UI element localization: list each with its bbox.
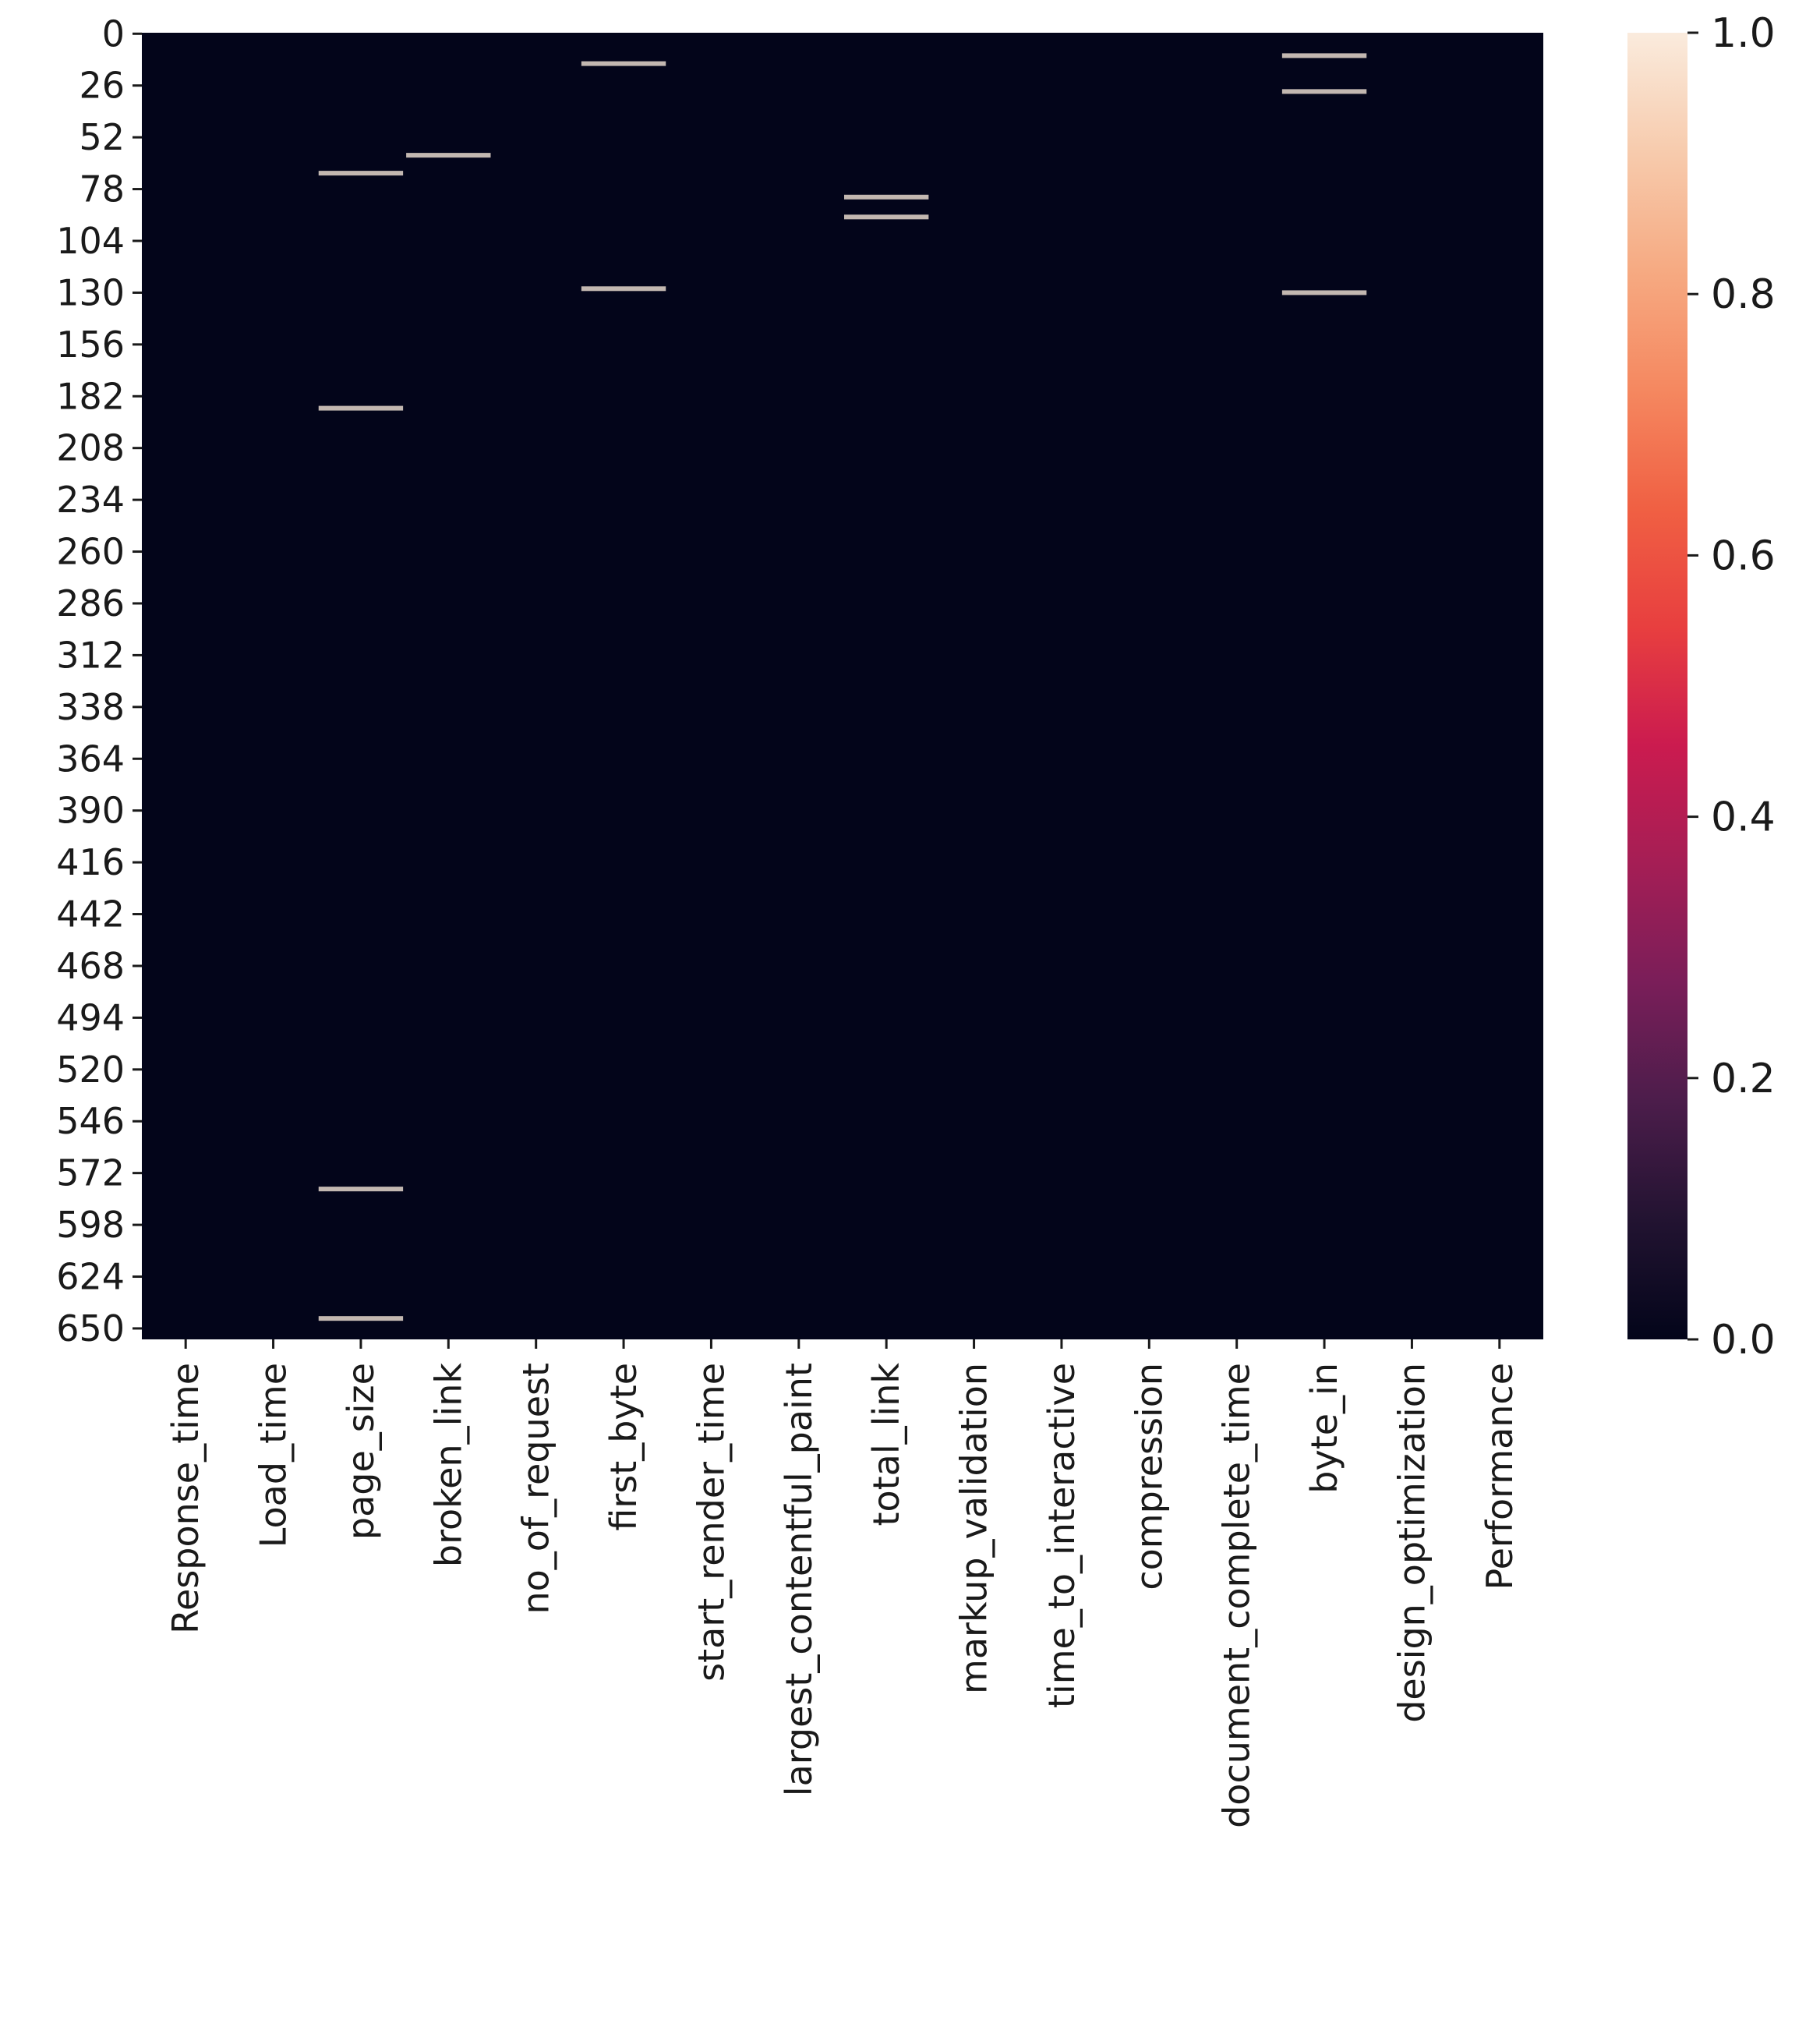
x-tick-label: start_render_time: [690, 1363, 732, 1682]
y-tick-label: 234: [56, 479, 125, 521]
y-tick-label: 468: [56, 945, 125, 987]
y-tick-label: 598: [56, 1204, 125, 1246]
y-tick-label: 312: [56, 634, 125, 676]
y-tick-label: 78: [79, 168, 125, 210]
y-tick-label: 390: [56, 790, 125, 832]
colorbar-tick-label: 0.4: [1711, 794, 1776, 841]
colorbar-tick-label: 0.0: [1711, 1317, 1776, 1364]
y-tick-label: 26: [79, 65, 125, 107]
y-tick-label: 286: [56, 582, 125, 624]
y-tick-label: 364: [56, 738, 125, 780]
missing-cell: [318, 1187, 404, 1192]
y-tick-label: 260: [56, 531, 125, 573]
y-tick-label: 156: [56, 324, 125, 366]
x-tick-label: Load_time: [253, 1363, 295, 1548]
x-tick-label: first_byte: [603, 1363, 645, 1531]
colorbar-tick-label: 0.2: [1711, 1056, 1776, 1102]
x-tick-label: compression: [1128, 1363, 1170, 1590]
y-tick-label: 572: [56, 1152, 125, 1194]
y-tick-label: 546: [56, 1100, 125, 1142]
x-tick-label: design_optimization: [1391, 1363, 1433, 1723]
x-tick-label: broken_link: [427, 1363, 469, 1567]
x-tick-label: byte_in: [1303, 1363, 1345, 1494]
colorbar-tick-label: 0.6: [1711, 532, 1776, 579]
heatmap-area: [142, 33, 1543, 1339]
colorbar: 0.0 0.2 0.4 0.6 0.8 1.0: [1627, 10, 1776, 1364]
missing-cell: [1281, 89, 1367, 94]
y-tick-label: 650: [56, 1307, 125, 1350]
missing-cell: [318, 171, 404, 176]
colorbar-tick-label: 1.0: [1711, 10, 1776, 57]
x-tick-label: time_to_interactive: [1041, 1363, 1083, 1708]
missing-cell: [318, 405, 404, 411]
missing-cell: [1281, 290, 1367, 295]
y-tick-label: 104: [56, 220, 125, 262]
y-tick-label: 624: [56, 1256, 125, 1298]
x-tick-label: document_complete_time: [1216, 1363, 1258, 1828]
y-tick-label: 208: [56, 427, 125, 469]
missing-cell: [406, 153, 491, 158]
y-tick-label: 130: [56, 271, 125, 313]
x-tick-label: largest_contentful_paint: [778, 1363, 820, 1796]
y-tick-label: 52: [79, 116, 125, 158]
colorbar-gradient: [1627, 33, 1687, 1339]
missing-cell: [581, 61, 666, 66]
y-tick-label: 0: [102, 12, 125, 55]
y-tick-label: 520: [56, 1049, 125, 1091]
missing-cells: [318, 53, 1367, 1321]
x-tick-label: page_size: [340, 1363, 382, 1540]
missing-cell: [844, 194, 929, 200]
x-tick-label: Performance: [1479, 1363, 1521, 1590]
y-tick-label: 416: [56, 841, 125, 883]
y-tick-label: 442: [56, 893, 125, 936]
y-axis: 0 26 52 78 104 130 156 182 208 234 260 286 312 338 364…: [56, 12, 142, 1350]
missing-cell: [581, 286, 666, 292]
y-tick-label: 338: [56, 686, 125, 728]
colorbar-tick-label: 0.8: [1711, 271, 1776, 318]
x-tick-label: total_link: [865, 1363, 907, 1526]
x-tick-label: no_of_request: [515, 1363, 557, 1615]
missing-cell: [1281, 53, 1367, 58]
x-axis: Response_time Load_time page_size broken_li…: [164, 1339, 1521, 1828]
x-tick-label: markup_validation: [953, 1363, 995, 1694]
missing-cell: [844, 214, 929, 220]
x-tick-label: Response_time: [164, 1363, 207, 1634]
heatmap-background: [142, 33, 1543, 1339]
y-tick-label: 494: [56, 996, 125, 1038]
y-tick-label: 182: [56, 375, 125, 417]
missing-cell: [318, 1316, 404, 1321]
